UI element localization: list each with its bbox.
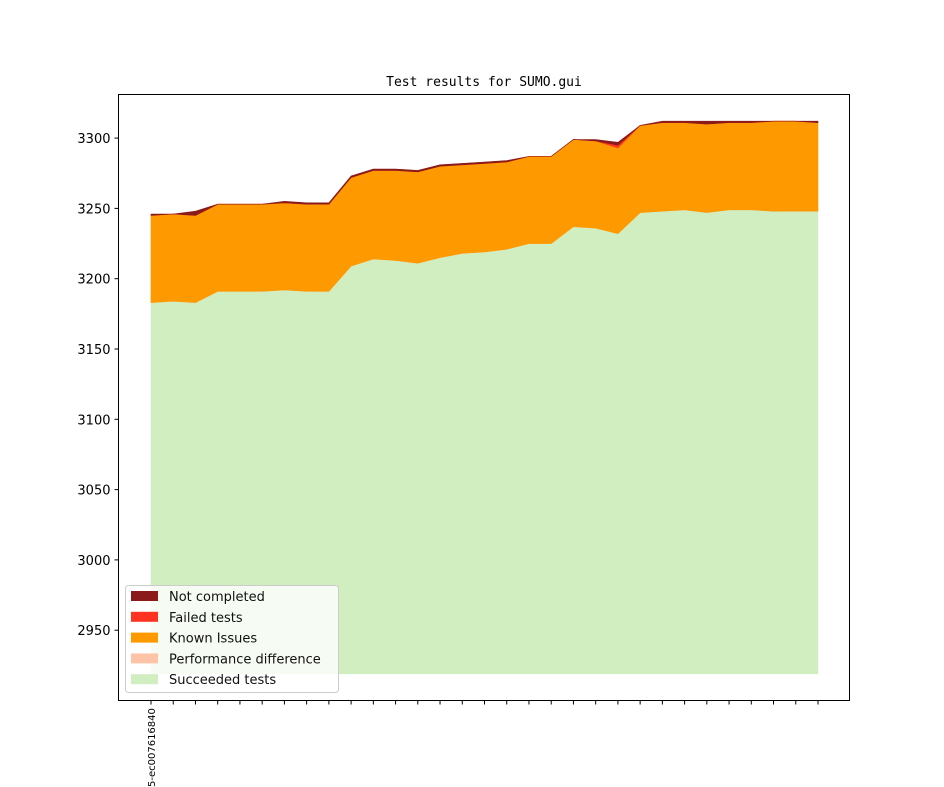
y-tick-label: 3200 bbox=[77, 273, 110, 288]
chart-title: Test results for SUMO.gui bbox=[386, 75, 582, 90]
x-tick-label: 5-ec007616840 bbox=[147, 708, 158, 787]
y-tick-label: 3150 bbox=[77, 343, 110, 358]
legend-label: Failed tests bbox=[169, 611, 243, 626]
legend-swatch bbox=[131, 632, 158, 643]
legend-box bbox=[125, 585, 339, 693]
legend-label: Succeeded tests bbox=[169, 673, 276, 688]
legend-label: Not completed bbox=[169, 590, 265, 605]
y-tick-label: 3300 bbox=[77, 132, 110, 147]
legend-swatch bbox=[131, 653, 158, 664]
area-not-completed bbox=[150, 120, 819, 216]
y-tick-label: 3000 bbox=[77, 554, 110, 569]
y-tick-label: 3250 bbox=[77, 202, 110, 217]
y-tick-label: 2950 bbox=[77, 624, 110, 639]
legend-label: Performance difference bbox=[169, 652, 321, 667]
legend-swatch bbox=[131, 591, 158, 601]
y-tick-label: 3050 bbox=[77, 484, 110, 499]
legend-swatch bbox=[131, 611, 158, 622]
legend: Not completed Failed tests Known Issues Per… bbox=[125, 585, 339, 693]
y-tick-label: 3100 bbox=[77, 413, 110, 428]
legend-label: Known Issues bbox=[169, 632, 257, 647]
legend-swatch bbox=[131, 674, 158, 685]
